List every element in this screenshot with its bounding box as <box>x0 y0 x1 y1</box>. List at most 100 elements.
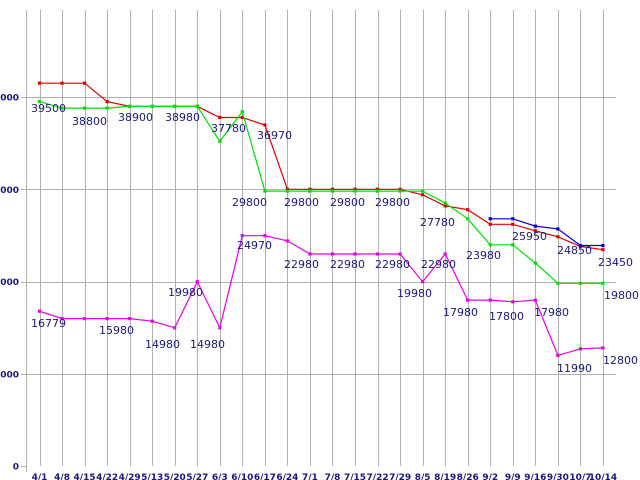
data-point-marker <box>308 187 312 191</box>
data-point-marker <box>353 187 357 191</box>
data-point-label: 15980 <box>99 324 134 337</box>
data-point-label: 29800 <box>232 196 267 209</box>
data-point-marker <box>533 261 537 265</box>
series-blue <box>488 217 605 248</box>
axis-lines <box>21 10 27 472</box>
data-point-label: 12800 <box>603 354 638 367</box>
x-axis-tick-label: 4/29 <box>119 473 141 480</box>
x-axis-tick-label: 9/16 <box>524 473 546 480</box>
data-point-marker <box>285 189 290 193</box>
data-point-marker <box>82 81 87 85</box>
data-point-marker <box>150 319 154 323</box>
data-point-marker <box>37 81 42 85</box>
data-point-label: 23980 <box>466 249 501 262</box>
data-point-labels: 39500 38800 38900 38980 37780 36970 29800 29800… <box>31 102 639 375</box>
data-point-marker <box>263 189 267 193</box>
data-point-marker <box>511 243 515 247</box>
data-point-marker <box>556 235 560 239</box>
y-axis-tick-label: 10000 <box>0 370 19 380</box>
series-line-magenta <box>39 235 603 357</box>
y-axis-tick-labels: 0 10000 20000 30000 40000 <box>0 94 19 473</box>
data-point-marker <box>60 316 64 321</box>
data-point-marker <box>601 346 605 350</box>
data-point-marker <box>601 248 605 252</box>
data-point-label: 22980 <box>330 258 365 271</box>
x-axis-tick-label: 9/30 <box>547 473 569 480</box>
data-point-marker <box>443 252 447 256</box>
data-point-marker <box>421 280 425 284</box>
data-point-label: 17980 <box>534 306 569 319</box>
data-point-marker <box>308 189 312 193</box>
series-line-green <box>39 101 603 284</box>
x-axis-tick-label: 8/19 <box>434 473 456 480</box>
x-axis-tick-label: 6/10 <box>231 473 253 480</box>
data-point-marker <box>82 106 87 110</box>
x-axis-tick-label: 9/2 <box>482 473 498 480</box>
x-axis-tick-label: 9/9 <box>505 473 521 480</box>
x-axis-tick-label: 6/17 <box>254 473 276 480</box>
data-point-marker <box>556 227 560 231</box>
data-point-marker <box>150 104 154 109</box>
data-point-marker <box>533 229 537 233</box>
data-point-marker <box>218 115 222 120</box>
y-axis-tick-label: 0 <box>13 463 19 473</box>
series-magenta <box>37 234 605 357</box>
data-point-marker <box>511 300 515 304</box>
data-point-marker <box>398 189 402 193</box>
data-series-group <box>37 81 605 357</box>
x-axis-tick-label: 6/3 <box>212 473 228 480</box>
data-point-label: 14980 <box>145 338 180 351</box>
series-line-red <box>39 82 603 251</box>
y-axis-tick-label: 30000 <box>0 186 19 196</box>
data-point-label: 16779 <box>31 317 66 330</box>
data-point-label: 23450 <box>598 256 633 269</box>
x-axis-tick-label: 7/22 <box>367 473 389 480</box>
data-point-marker <box>173 104 177 109</box>
data-point-marker <box>466 208 470 212</box>
data-point-marker <box>601 281 605 285</box>
data-point-marker <box>105 106 109 110</box>
data-point-marker <box>195 104 199 109</box>
data-point-marker <box>285 187 290 191</box>
data-point-marker <box>218 139 222 143</box>
data-point-marker <box>330 189 335 193</box>
x-axis-tick-label: 5/27 <box>186 473 208 480</box>
data-point-marker <box>466 217 470 221</box>
data-point-marker <box>421 189 425 193</box>
data-point-marker <box>466 298 470 302</box>
x-axis-tick-label: 4/1 <box>32 473 48 480</box>
data-point-label: 19980 <box>168 286 203 299</box>
data-point-marker <box>60 81 64 85</box>
series-line-blue <box>490 218 603 247</box>
series-green <box>37 100 605 285</box>
data-point-marker <box>330 252 335 256</box>
data-point-label: 22980 <box>421 258 456 271</box>
x-axis-tick-label: 7/29 <box>389 473 411 480</box>
data-point-marker <box>263 123 267 127</box>
data-point-marker <box>601 243 605 248</box>
data-point-marker <box>398 252 402 256</box>
x-axis-tick-label: 7/15 <box>344 473 366 480</box>
data-point-marker <box>173 326 177 330</box>
data-point-marker <box>37 309 42 313</box>
data-point-marker <box>128 316 132 321</box>
data-point-label: 36970 <box>257 129 292 142</box>
x-axis-tick-label: 7/8 <box>325 473 341 480</box>
data-point-marker <box>556 281 560 285</box>
data-point-marker <box>105 100 109 104</box>
data-point-marker <box>240 110 244 114</box>
data-point-marker <box>578 243 582 248</box>
data-point-label: 29800 <box>375 196 410 209</box>
data-point-label: 19800 <box>604 289 639 302</box>
data-point-label: 19980 <box>397 287 432 300</box>
data-point-label: 14980 <box>190 338 225 351</box>
data-point-label: 27780 <box>420 216 455 229</box>
data-point-marker <box>533 298 537 302</box>
x-axis-tick-label: 5/20 <box>164 473 186 480</box>
data-point-label: 37780 <box>211 122 246 135</box>
data-point-label: 24850 <box>557 244 592 257</box>
data-point-marker <box>218 326 222 330</box>
data-point-marker <box>353 252 357 256</box>
data-point-marker <box>105 316 109 321</box>
